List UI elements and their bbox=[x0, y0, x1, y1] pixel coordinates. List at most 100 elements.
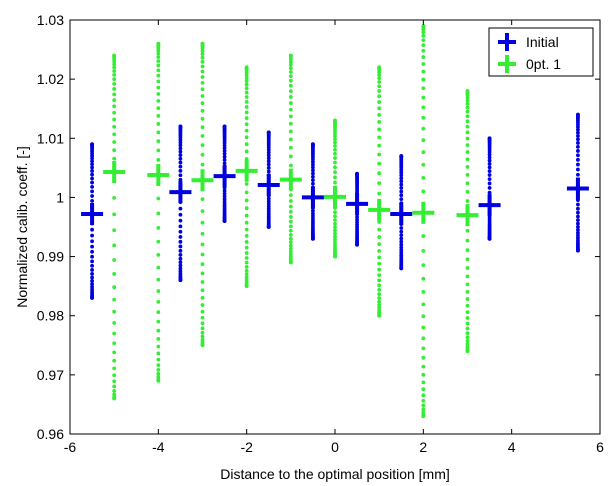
data-point bbox=[399, 154, 404, 158]
data-point bbox=[156, 211, 161, 216]
data-point bbox=[156, 367, 161, 372]
data-point bbox=[465, 199, 470, 203]
data-point bbox=[399, 176, 404, 181]
data-point bbox=[178, 269, 183, 274]
data-point bbox=[377, 72, 382, 77]
data-point bbox=[576, 157, 580, 162]
data-point bbox=[288, 137, 293, 142]
data-point bbox=[576, 162, 580, 167]
data-point bbox=[244, 65, 249, 70]
data-point bbox=[333, 221, 337, 226]
data-point bbox=[156, 59, 161, 64]
data-point bbox=[377, 100, 382, 104]
data-point bbox=[90, 159, 94, 164]
data-point bbox=[421, 138, 426, 143]
data-point bbox=[178, 140, 183, 145]
data-point bbox=[200, 334, 205, 339]
data-point bbox=[333, 140, 337, 145]
data-point bbox=[200, 55, 205, 60]
data-point bbox=[399, 226, 404, 230]
data-point bbox=[399, 248, 404, 253]
data-point bbox=[112, 124, 117, 129]
data-point bbox=[90, 278, 94, 283]
data-point bbox=[156, 73, 161, 78]
data-point bbox=[90, 169, 94, 173]
legend: Initial 0pt. 1 bbox=[488, 27, 594, 77]
data-point bbox=[399, 189, 404, 194]
data-point bbox=[355, 215, 359, 220]
data-point bbox=[90, 194, 94, 198]
data-point bbox=[288, 163, 293, 168]
data-point bbox=[112, 110, 117, 115]
data-point bbox=[465, 101, 470, 106]
data-point bbox=[156, 328, 161, 333]
data-point bbox=[200, 80, 205, 85]
data-point bbox=[156, 289, 161, 293]
data-point bbox=[311, 181, 315, 186]
data-point bbox=[178, 156, 183, 161]
data-point bbox=[178, 263, 183, 268]
data-point bbox=[421, 115, 426, 120]
data-point bbox=[288, 219, 293, 224]
data-point bbox=[178, 124, 183, 129]
data-point bbox=[200, 326, 205, 331]
data-point bbox=[421, 407, 426, 412]
data-point bbox=[421, 263, 426, 268]
data-point bbox=[112, 321, 117, 325]
data-point bbox=[112, 92, 117, 97]
data-point bbox=[377, 127, 382, 132]
data-point bbox=[421, 86, 426, 91]
y-tick-label: 0.97 bbox=[37, 367, 64, 383]
data-point bbox=[421, 234, 426, 238]
data-point bbox=[200, 108, 205, 113]
data-point bbox=[465, 303, 470, 308]
data-point bbox=[112, 358, 117, 363]
y-tick-label: 1.02 bbox=[37, 71, 64, 87]
data-point bbox=[576, 206, 580, 211]
x-tick-label: 0 bbox=[331, 439, 339, 455]
data-point bbox=[465, 266, 470, 270]
x-tick-label: 6 bbox=[596, 439, 604, 455]
data-point bbox=[377, 305, 382, 310]
x-axis-title: Distance to the optimal position [mm] bbox=[220, 466, 450, 482]
data-point bbox=[421, 364, 426, 369]
data-point bbox=[156, 139, 161, 144]
data-point bbox=[465, 181, 470, 186]
data-point bbox=[487, 181, 492, 186]
data-point bbox=[156, 265, 161, 270]
data-point bbox=[156, 310, 161, 314]
data-point bbox=[178, 173, 183, 178]
data-point bbox=[576, 149, 580, 153]
data-point bbox=[244, 128, 249, 133]
data-point bbox=[288, 53, 293, 58]
data-point bbox=[399, 236, 404, 241]
data-point bbox=[156, 51, 161, 56]
data-point bbox=[200, 41, 205, 46]
data-point bbox=[421, 276, 426, 281]
data-point bbox=[377, 296, 382, 300]
data-point bbox=[421, 33, 426, 38]
data-point bbox=[377, 80, 382, 84]
data-point bbox=[288, 101, 293, 105]
data-point bbox=[200, 321, 205, 326]
data-point bbox=[200, 343, 205, 348]
data-point bbox=[421, 62, 426, 66]
data-point bbox=[200, 280, 205, 284]
data-point bbox=[377, 299, 382, 304]
data-point bbox=[90, 180, 94, 185]
data-point bbox=[465, 342, 470, 346]
data-point bbox=[112, 297, 117, 302]
data-point bbox=[112, 132, 117, 137]
data-point bbox=[288, 249, 293, 254]
data-point bbox=[399, 197, 404, 201]
data-point bbox=[112, 104, 117, 109]
data-point bbox=[90, 275, 94, 280]
data-point bbox=[200, 52, 205, 56]
data-point bbox=[465, 157, 470, 162]
data-point bbox=[288, 78, 293, 83]
data-point bbox=[112, 272, 117, 276]
data-point bbox=[377, 120, 382, 124]
data-point bbox=[465, 190, 470, 194]
data-point bbox=[377, 171, 382, 176]
